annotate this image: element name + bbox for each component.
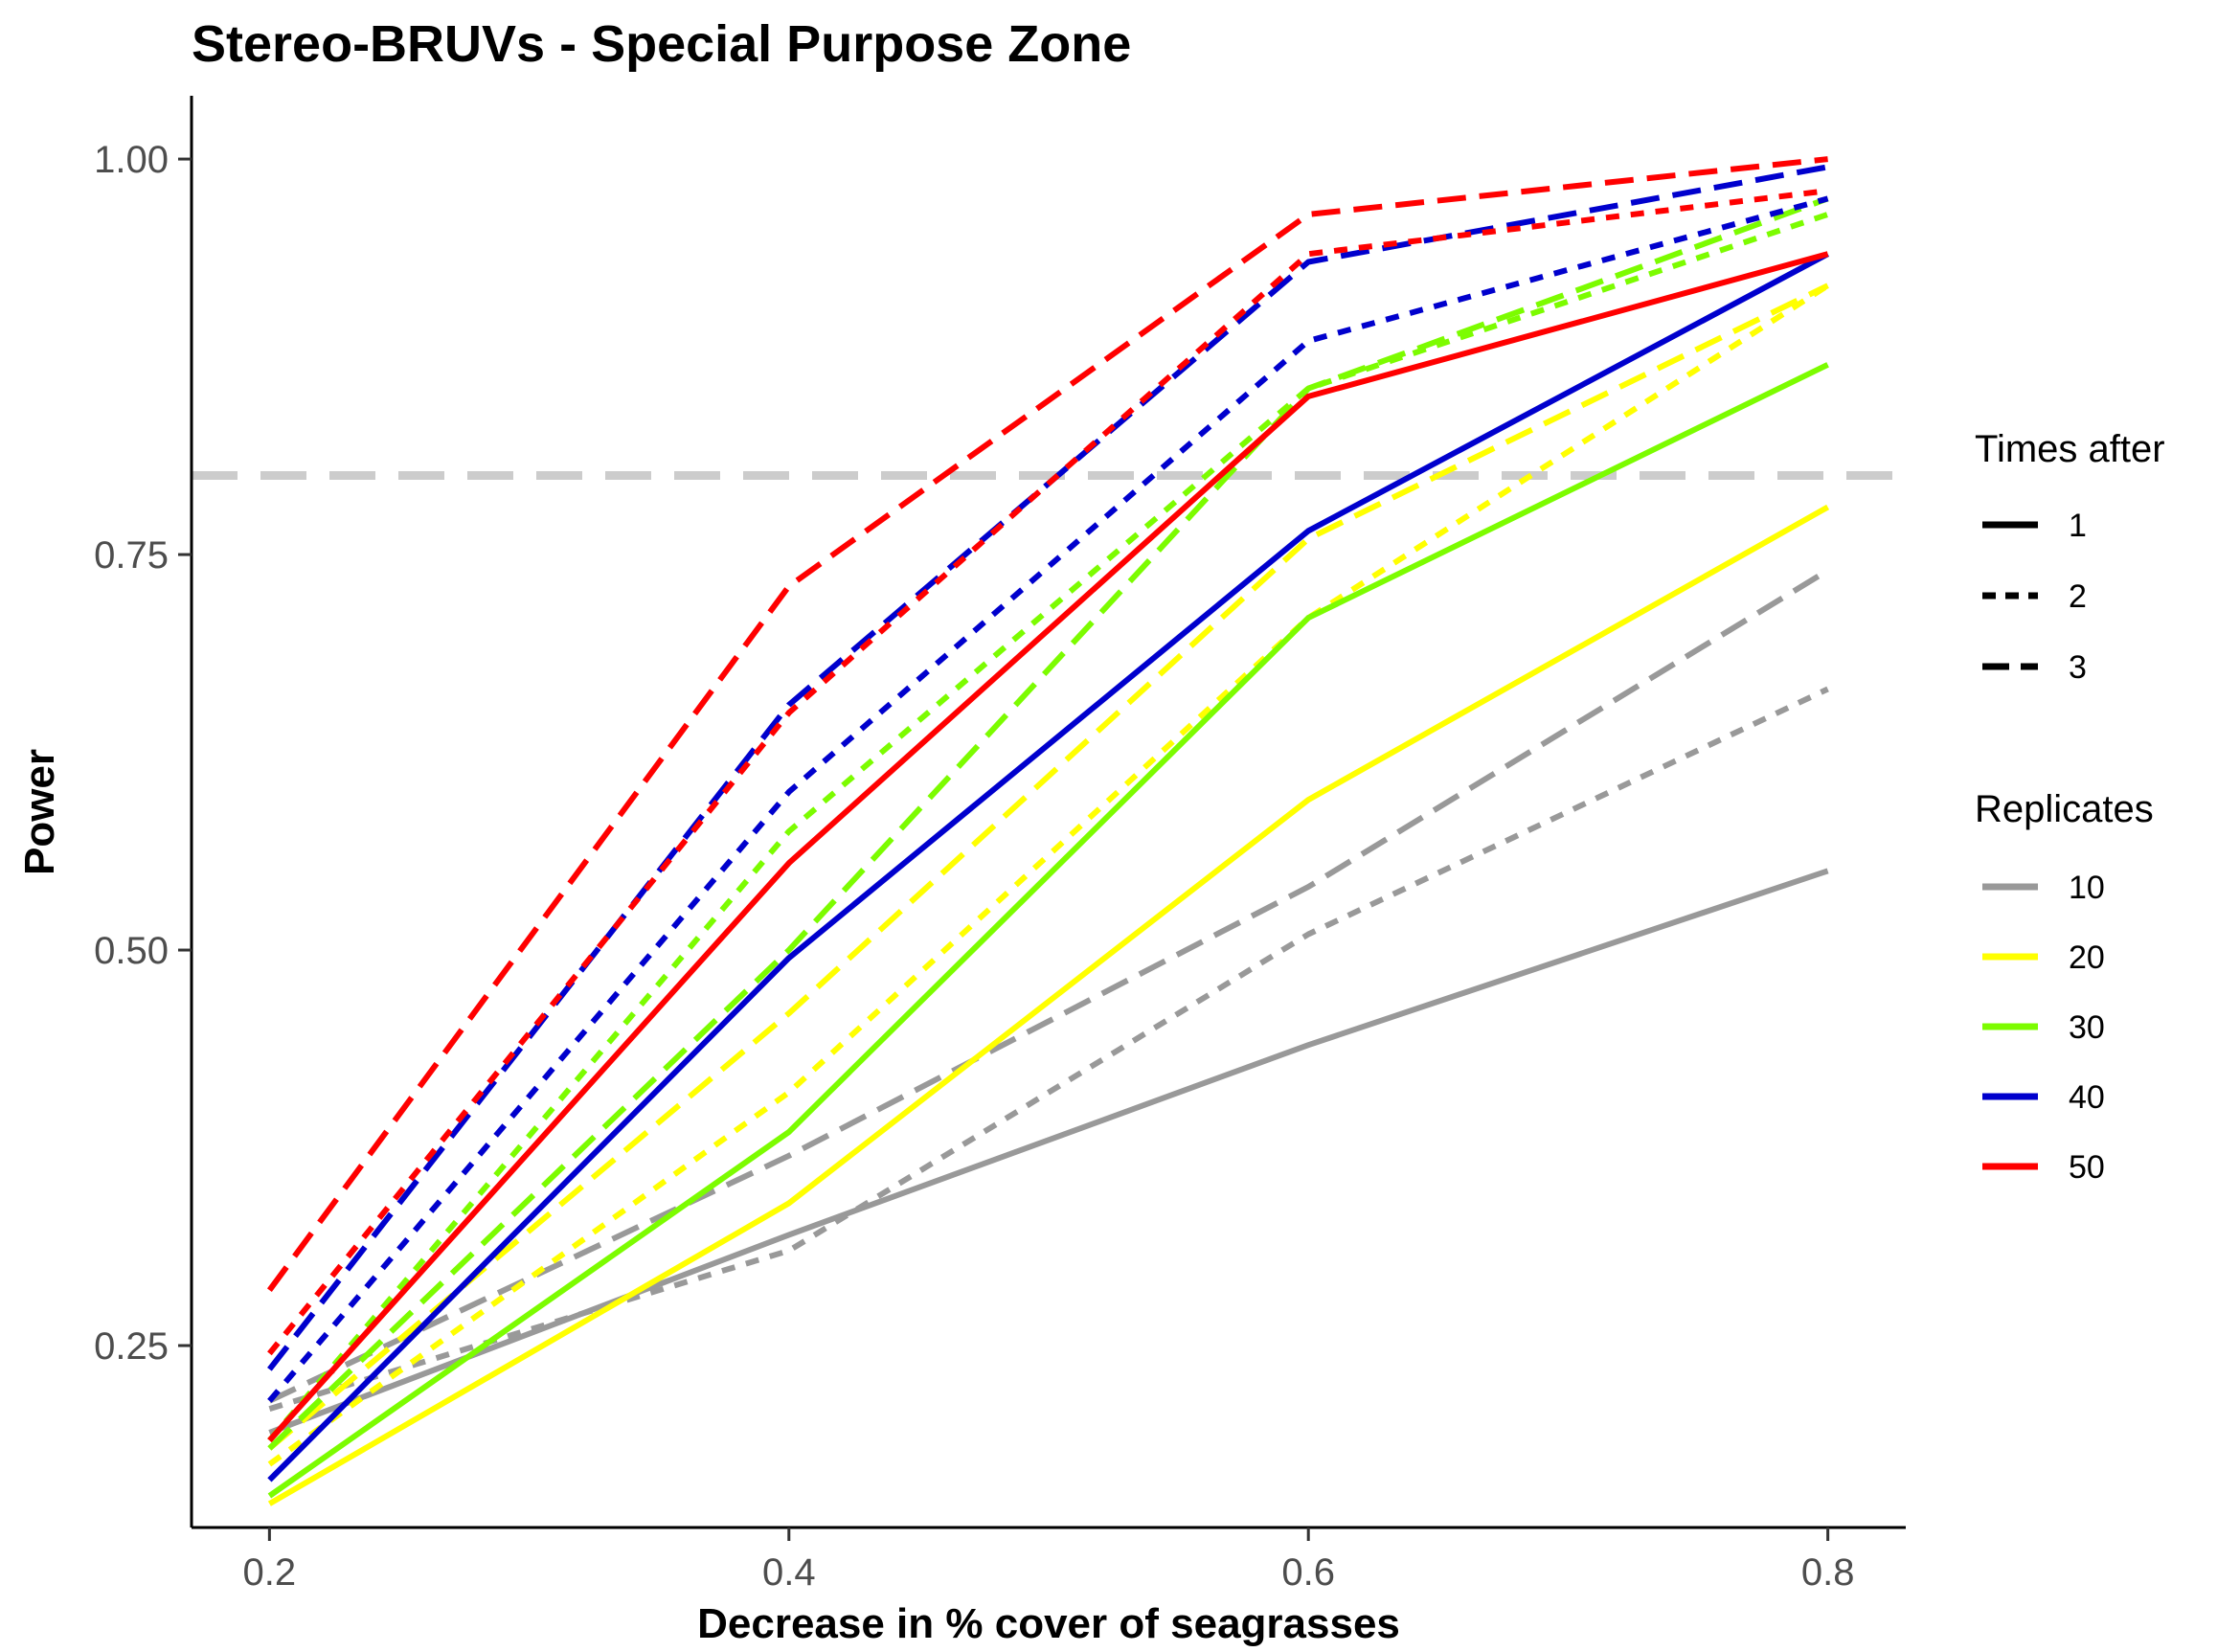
- series-line-rep10-t2: [268, 686, 1829, 1412]
- legend-times-title: Times after: [1975, 428, 2165, 470]
- legend-label-replicates-40: 40: [2069, 1079, 2105, 1116]
- series-line-rep10-t1: [268, 868, 1829, 1436]
- x-axis-ticks: 0.2 0.4 0.6 0.8: [243, 1528, 1855, 1594]
- x-tick-label: 0.4: [762, 1551, 816, 1594]
- y-axis-ticks: 0.25 0.50 0.75 1.00: [94, 139, 192, 1368]
- series-line-rep30-t2: [267, 212, 1829, 1443]
- legend-label-replicates-30: 30: [2069, 1009, 2105, 1046]
- legend-label-replicates-20: 20: [2069, 939, 2105, 976]
- series-line-rep10-t3: [268, 568, 1830, 1404]
- plot-area: 0.2 0.4 0.6 0.8 0.25 0.50 0.75 1.00: [94, 96, 1906, 1594]
- legend-replicates: 10 20 30 40 50: [1982, 870, 2105, 1186]
- series-line-rep40-t2: [267, 195, 1829, 1403]
- legend-label-times-3: 3: [2069, 649, 2087, 686]
- series-line-rep20-t1: [267, 504, 1830, 1506]
- series-line-rep30-t1: [267, 362, 1829, 1499]
- legend-times: 1 2 3: [1982, 508, 2087, 686]
- chart-title: Stereo-BRUVs - Special Purpose Zone: [192, 15, 1131, 73]
- series-line-rep40-t1: [267, 251, 1830, 1482]
- series-line-rep50-t2: [267, 188, 1828, 1356]
- x-axis-title: Decrease in % cover of seagrasses: [697, 1600, 1400, 1647]
- legend: Times after 1 2 3 Replicates 10 20 30 40 50: [1975, 428, 2165, 1186]
- x-tick-label: 0.2: [243, 1551, 297, 1594]
- series-line-rep30-t3: [267, 195, 1829, 1451]
- y-axis-title: Power: [16, 749, 63, 875]
- y-tick-label: 0.25: [94, 1325, 169, 1368]
- legend-label-times-1: 1: [2069, 508, 2087, 544]
- y-tick-label: 0.50: [94, 930, 169, 972]
- x-tick-label: 0.8: [1801, 1551, 1855, 1594]
- legend-label-replicates-10: 10: [2069, 870, 2105, 906]
- legend-replicates-title: Replicates: [1975, 788, 2154, 830]
- y-tick-label: 1.00: [94, 139, 169, 181]
- series-line-rep20-t2: [267, 283, 1830, 1467]
- y-tick-label: 0.75: [94, 534, 169, 577]
- series-line-rep50-t1: [267, 251, 1829, 1443]
- series-line-rep50-t3: [266, 156, 1828, 1292]
- series-layer: [266, 156, 1830, 1506]
- series-line-rep20-t3: [267, 283, 1829, 1451]
- legend-label-times-2: 2: [2069, 578, 2087, 615]
- x-tick-label: 0.6: [1281, 1551, 1335, 1594]
- legend-label-replicates-50: 50: [2069, 1149, 2105, 1186]
